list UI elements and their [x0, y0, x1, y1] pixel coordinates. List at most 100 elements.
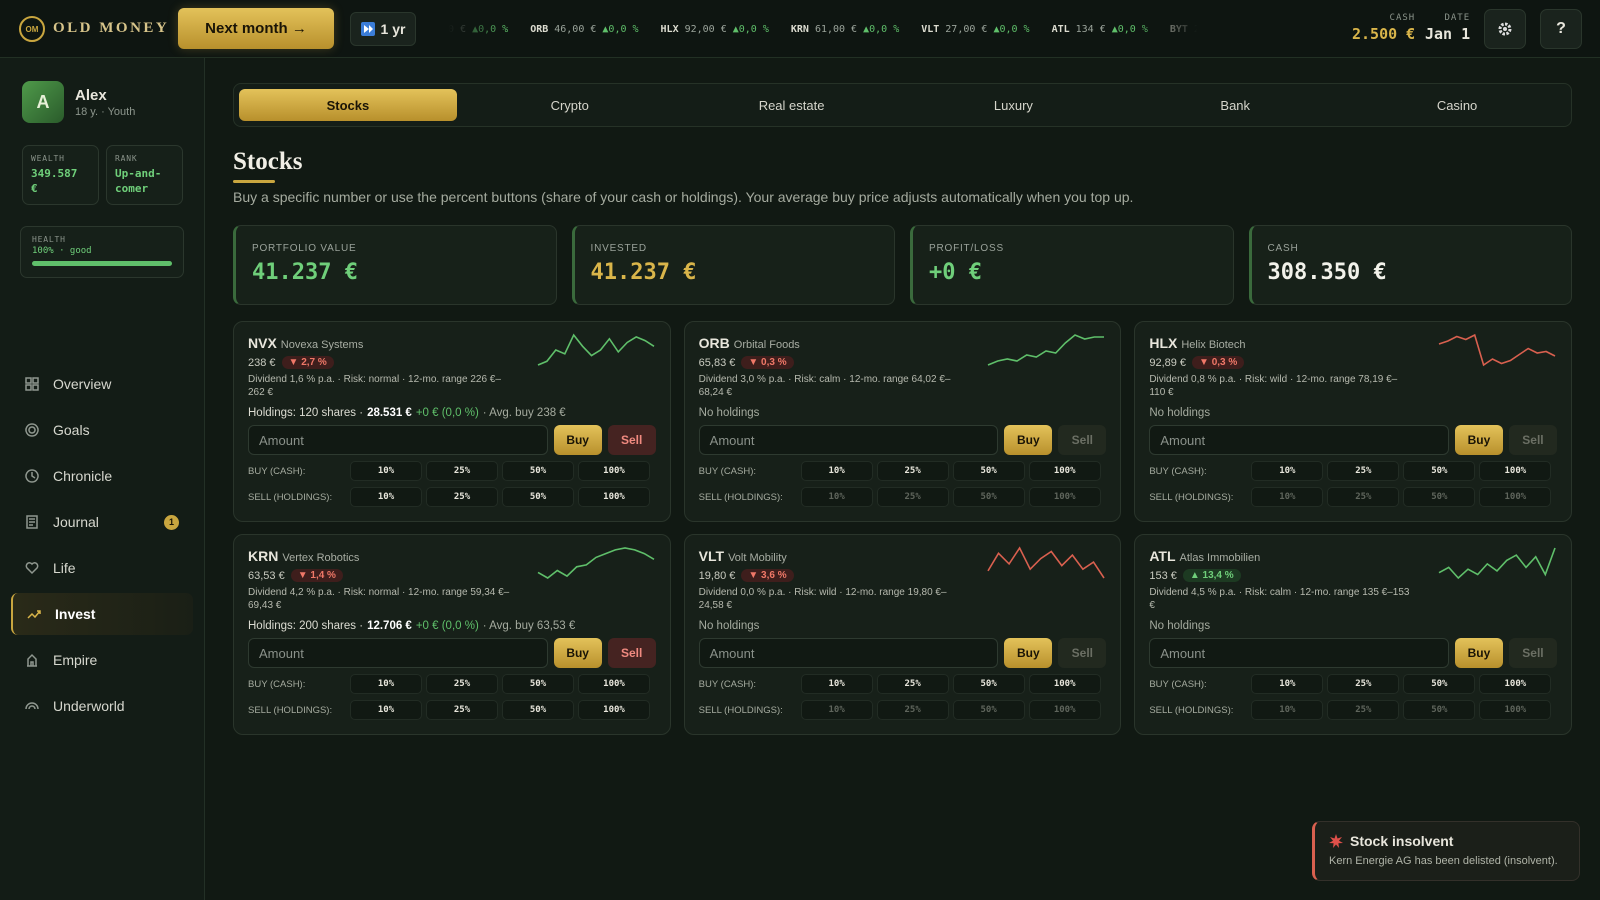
nav-label: Empire [53, 652, 98, 668]
tab[interactable]: Stocks [239, 89, 457, 121]
percent-button[interactable]: 10% [350, 674, 422, 694]
tab[interactable]: Bank [1220, 97, 1251, 113]
stock-info: Dividend 3,0 % p.a. · Risk: calm · 12-mo… [698, 374, 951, 398]
stock-card: NVX Novexa Systems 238 € ▼ 2,7 % Dividend 1,… [233, 321, 671, 522]
percent-button[interactable]: 50% [952, 674, 1025, 694]
percent-button[interactable]: 10% [1251, 461, 1324, 481]
date-stat: DATE Jan 1 [1425, 13, 1470, 43]
percent-button[interactable]: 25% [876, 674, 949, 694]
percent-button[interactable]: 25% [426, 700, 498, 720]
player-name: Alex [75, 87, 107, 104]
nav-item[interactable]: Empire [11, 639, 193, 681]
percent-label: BUY (CASH): [1149, 465, 1207, 477]
change-badge: ▼ 3,6 % [741, 569, 794, 582]
nav-item[interactable]: Chronicle [11, 455, 193, 497]
stock-symbol: NVX [248, 335, 277, 351]
percent-button[interactable]: 100% [578, 700, 650, 720]
percent-button: 10% [1251, 487, 1324, 507]
percent-button[interactable]: 50% [1403, 461, 1476, 481]
toast: Stock insolvent Kern Energie AG has been… [1312, 821, 1580, 881]
percent-label: SELL (HOLDINGS): [698, 704, 783, 716]
nav-item[interactable]: Invest [11, 593, 193, 635]
percent-button: 50% [1403, 700, 1476, 720]
percent-button[interactable]: 25% [1327, 674, 1400, 694]
percent-button[interactable]: 25% [426, 461, 498, 481]
percent-button[interactable]: 25% [426, 674, 498, 694]
percent-row: SELL (HOLDINGS): 10% 25% 50% 100% [699, 487, 1107, 507]
percent-button: 10% [800, 700, 873, 720]
amount-input[interactable]: Amount [1149, 425, 1449, 455]
stock-name: Vertex Robotics [282, 552, 360, 564]
percent-button[interactable]: 50% [952, 461, 1025, 481]
percent-button[interactable]: 100% [578, 674, 650, 694]
amount-input[interactable]: Amount [698, 638, 999, 668]
stock-info: Dividend 0,8 % p.a. · Risk: wild · 12-mo… [1149, 374, 1398, 398]
percent-button[interactable]: 25% [1327, 461, 1400, 481]
heading: Stocks [233, 148, 303, 175]
amount-input[interactable]: Amount [248, 638, 548, 668]
percent-button[interactable]: 100% [578, 461, 650, 481]
percent-button[interactable]: 100% [1479, 461, 1552, 481]
nav-item[interactable]: Journal 1 [11, 501, 193, 543]
percent-button[interactable]: 50% [502, 674, 574, 694]
percent-button[interactable]: 100% [1479, 674, 1552, 694]
percent-button[interactable]: 10% [800, 674, 873, 694]
percent-button[interactable]: 25% [876, 461, 949, 481]
nav-icon [27, 610, 41, 619]
tab[interactable]: Crypto [550, 97, 589, 113]
nav: Overview Goals Chronicle Journal 1 Life Invest… [11, 363, 193, 731]
settings-button[interactable] [1484, 9, 1526, 49]
nav-item[interactable]: Overview [11, 363, 193, 405]
nav-item[interactable]: Goals [11, 409, 193, 451]
holdings-part: No holdings [1149, 407, 1211, 419]
amount-input[interactable]: Amount [1149, 638, 1449, 668]
sell-button[interactable]: Sell [607, 638, 656, 668]
next-month-button[interactable]: Next month → [178, 8, 334, 49]
amount-input[interactable]: Amount [248, 425, 548, 455]
speed-button[interactable]: 1 yr [350, 12, 416, 46]
tab[interactable]: Luxury [993, 97, 1033, 113]
ticker-change: ▲0,0 % [732, 23, 769, 35]
tab[interactable]: Casino [1436, 97, 1478, 113]
percent-label: BUY (CASH): [698, 465, 757, 477]
percent-button[interactable]: 100% [1028, 461, 1101, 481]
stock-name: Atlas Immobilien [1179, 552, 1261, 564]
percent-row: BUY (CASH): 10% 25% 50% 100% [1149, 674, 1557, 694]
trade-row: Amount Buy Sell [1149, 425, 1557, 455]
buy-button[interactable]: Buy [553, 638, 602, 668]
ticker-change: ▲0,0 % [863, 23, 900, 35]
percent-button[interactable]: 10% [1251, 674, 1324, 694]
buy-button[interactable]: Buy [553, 425, 602, 455]
tab[interactable]: Real estate [758, 97, 825, 113]
buy-button[interactable]: Buy [1454, 425, 1503, 455]
percent-button[interactable]: 50% [502, 487, 574, 507]
nav-item[interactable]: Life [11, 547, 193, 589]
percent-button: 10% [800, 487, 873, 507]
percent-button[interactable]: 10% [350, 487, 422, 507]
summary-value: +0 € [929, 260, 982, 285]
nav-icon-shape [25, 562, 39, 575]
percent-button[interactable]: 100% [1028, 674, 1101, 694]
percent-button[interactable]: 50% [502, 700, 574, 720]
nav-icon [25, 377, 39, 391]
percent-button[interactable]: 10% [800, 461, 873, 481]
percent-button[interactable]: 25% [426, 487, 498, 507]
amount-input[interactable]: Amount [698, 425, 999, 455]
sell-button[interactable]: Sell [607, 425, 656, 455]
buy-button[interactable]: Buy [1004, 638, 1053, 668]
buy-button[interactable]: Buy [1004, 425, 1053, 455]
nav-icon [25, 562, 39, 575]
percent-button[interactable]: 50% [1403, 674, 1476, 694]
nav-item[interactable]: Underworld [11, 685, 193, 727]
percent-label: SELL (HOLDINGS): [1149, 491, 1234, 503]
percent-button[interactable]: 10% [350, 700, 422, 720]
date-label: DATE [1444, 13, 1471, 23]
percent-button[interactable]: 10% [350, 461, 422, 481]
buy-button[interactable]: Buy [1454, 638, 1503, 668]
help-button[interactable]: ? [1540, 9, 1582, 49]
toast-message: Kern Energie AG has been delisted (insol… [1329, 855, 1558, 867]
percent-button[interactable]: 100% [578, 487, 650, 507]
percent-button: 100% [1028, 487, 1101, 507]
percent-button[interactable]: 50% [502, 461, 574, 481]
ticker-item: VLT 27,00 € ▲0,0 % [921, 24, 1029, 35]
